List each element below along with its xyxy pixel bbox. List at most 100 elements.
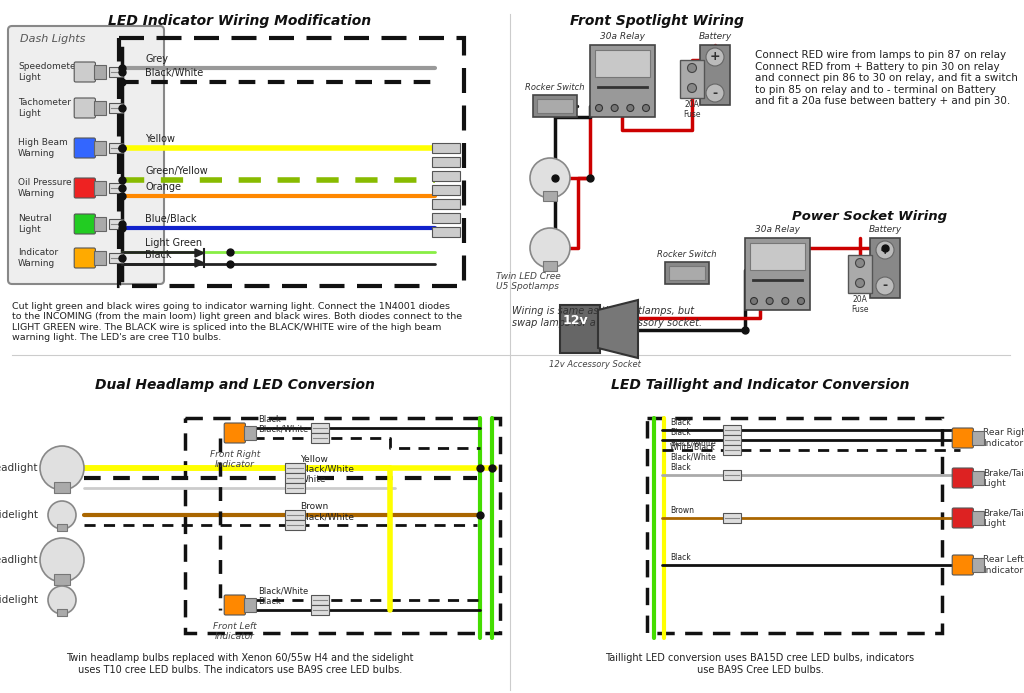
Bar	[54, 482, 70, 493]
Text: Black/White: Black/White	[300, 512, 354, 521]
FancyBboxPatch shape	[74, 62, 95, 82]
Bar	[848, 255, 872, 293]
Bar	[647, 418, 942, 633]
Text: Brake/Tail
Light: Brake/Tail Light	[983, 468, 1024, 488]
Text: 12v: 12v	[562, 313, 588, 326]
Bar	[723, 425, 741, 435]
Bar	[972, 431, 984, 445]
Text: Brake/Tail
Light: Brake/Tail Light	[983, 508, 1024, 527]
Bar	[244, 426, 256, 440]
FancyBboxPatch shape	[74, 214, 95, 234]
Bar	[972, 471, 984, 485]
Circle shape	[627, 105, 634, 112]
Text: Grey: Grey	[145, 54, 168, 64]
Text: Black: Black	[670, 428, 691, 437]
Text: White/Black
Black/White
Black: White/Black Black/White Black	[670, 442, 716, 472]
Bar	[680, 60, 705, 98]
Text: Dash Lights: Dash Lights	[20, 34, 85, 44]
Text: LED Indicator Wiring Modification: LED Indicator Wiring Modification	[109, 14, 372, 28]
FancyBboxPatch shape	[224, 423, 246, 443]
Bar	[109, 103, 123, 113]
Text: Black/White: Black/White	[258, 425, 308, 434]
Bar	[57, 524, 67, 531]
Circle shape	[530, 228, 570, 268]
Text: 12v Accessory Socket: 12v Accessory Socket	[549, 360, 641, 369]
Text: Front Left
Indicator: Front Left Indicator	[213, 622, 257, 642]
Text: Brown: Brown	[670, 506, 694, 515]
Text: +: +	[880, 243, 890, 256]
Text: Battery: Battery	[868, 225, 901, 234]
Polygon shape	[195, 259, 204, 267]
Text: Cut light green and black wires going to indicator warning light. Connect the 1N: Cut light green and black wires going to…	[12, 302, 462, 342]
Text: Rear Right
Indicator: Rear Right Indicator	[983, 428, 1024, 448]
Bar	[94, 101, 105, 115]
Bar	[543, 261, 557, 271]
Text: Speedometer
Light: Speedometer Light	[18, 62, 80, 82]
Bar	[311, 433, 329, 443]
Text: Battery: Battery	[698, 32, 731, 41]
Text: Wiring is same as the spotlamps, but
swap lamps for a 12 Accessory socket.: Wiring is same as the spotlamps, but swa…	[512, 306, 702, 328]
Bar	[94, 251, 105, 265]
Bar	[723, 435, 741, 445]
Text: Yellow: Yellow	[145, 134, 175, 144]
Bar	[285, 520, 305, 530]
Text: LED Taillight and Indicator Conversion: LED Taillight and Indicator Conversion	[610, 378, 909, 392]
Bar	[311, 595, 329, 605]
Circle shape	[687, 64, 696, 73]
Bar	[669, 266, 705, 280]
Text: Sidelight: Sidelight	[0, 510, 38, 520]
Circle shape	[855, 279, 864, 288]
Bar	[94, 217, 105, 231]
Bar	[723, 470, 741, 480]
Bar	[119, 38, 464, 286]
Circle shape	[40, 538, 84, 582]
Text: Black: Black	[670, 553, 691, 562]
Text: Orange: Orange	[145, 182, 181, 192]
FancyBboxPatch shape	[8, 26, 164, 284]
Text: 20A
Fuse: 20A Fuse	[683, 100, 700, 119]
FancyBboxPatch shape	[952, 468, 974, 488]
Circle shape	[706, 48, 724, 66]
Text: Black/White: Black/White	[300, 465, 354, 474]
Text: Brown: Brown	[300, 502, 329, 511]
Bar	[311, 423, 329, 433]
Bar	[285, 510, 305, 520]
Bar	[543, 191, 557, 201]
Text: Black: Black	[670, 418, 691, 427]
FancyBboxPatch shape	[952, 508, 974, 528]
Text: Twin LED Cree
U5 Spotlamps: Twin LED Cree U5 Spotlamps	[496, 272, 560, 291]
Text: Green/Yellow: Green/Yellow	[145, 166, 208, 176]
Text: Black/White: Black/White	[258, 587, 308, 596]
Circle shape	[642, 105, 649, 112]
Text: Black: Black	[145, 250, 171, 260]
Bar	[745, 238, 810, 310]
Text: White: White	[300, 475, 327, 484]
Circle shape	[751, 297, 758, 304]
FancyBboxPatch shape	[952, 555, 974, 575]
Text: Taillight LED conversion uses BA15D cree LED bulbs, indicators
use BA9S Cree LED: Taillight LED conversion uses BA15D cree…	[605, 653, 914, 674]
Text: High Beam
Warning: High Beam Warning	[18, 139, 68, 158]
Text: +: +	[710, 51, 720, 64]
Bar	[185, 418, 500, 633]
Bar	[560, 305, 600, 353]
FancyBboxPatch shape	[74, 178, 95, 198]
Circle shape	[48, 501, 76, 529]
Circle shape	[782, 297, 788, 304]
Text: Headlight: Headlight	[0, 463, 38, 473]
Bar	[534, 95, 577, 117]
Bar	[244, 598, 256, 612]
Bar	[432, 199, 460, 209]
FancyBboxPatch shape	[74, 248, 95, 268]
Bar	[723, 513, 741, 523]
Bar	[750, 243, 805, 270]
Bar	[109, 67, 123, 77]
Polygon shape	[195, 249, 204, 257]
Text: Rocker Switch: Rocker Switch	[525, 83, 585, 92]
Bar	[537, 99, 573, 113]
Bar	[94, 141, 105, 155]
Text: Blue/Black: Blue/Black	[145, 214, 197, 224]
Circle shape	[766, 297, 773, 304]
Bar	[590, 45, 655, 117]
Bar	[54, 574, 70, 586]
Bar	[432, 185, 460, 195]
